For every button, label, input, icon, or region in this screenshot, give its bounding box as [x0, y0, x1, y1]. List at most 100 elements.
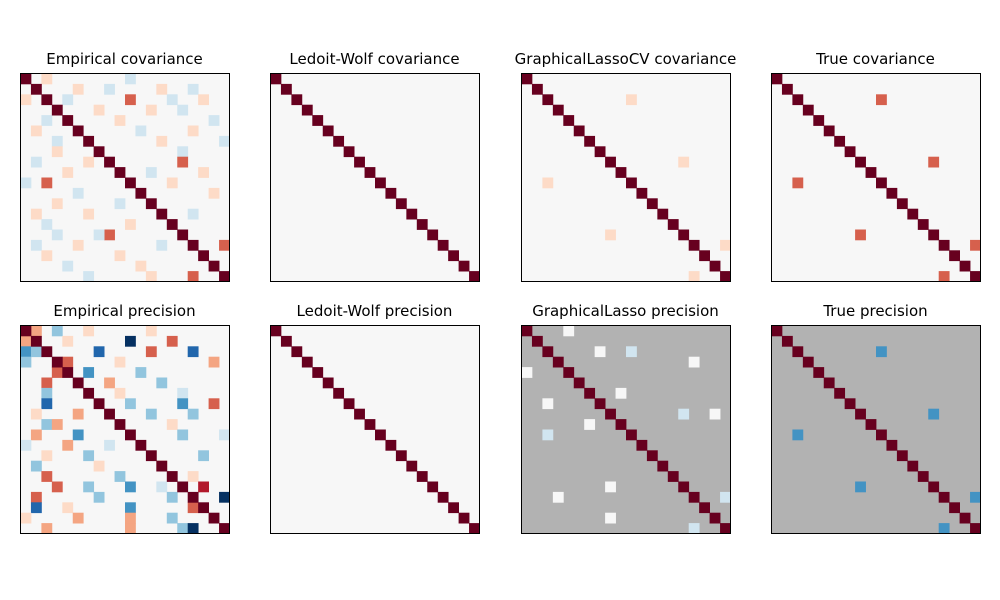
heatmap-diagonal-cell — [270, 73, 282, 85]
heatmap-cell — [41, 73, 53, 85]
heatmap-cell — [166, 177, 178, 189]
heatmap-diagonal-cell — [802, 104, 814, 116]
heatmap-cell — [792, 429, 804, 441]
heatmap-cell — [594, 346, 606, 358]
heatmap-cell — [114, 387, 126, 399]
heatmap-diagonal-cell — [364, 167, 376, 178]
heatmap-cell — [30, 239, 42, 251]
heatmap-diagonal-cell — [959, 260, 971, 272]
heatmap-diagonal-cell — [354, 156, 365, 168]
heatmap-cell — [72, 408, 84, 420]
heatmap-cell — [83, 367, 95, 378]
heatmap-diagonal-cell — [208, 260, 220, 272]
panel-title: True precision — [822, 302, 927, 320]
heatmap-cell — [156, 83, 168, 95]
heatmap-diagonal-cell — [792, 94, 804, 106]
heatmap-diagonal-cell — [104, 408, 115, 420]
heatmap-cell — [104, 83, 115, 95]
heatmap-cell — [187, 523, 199, 534]
heatmap-cell — [114, 198, 126, 210]
heatmap-diagonal-cell — [615, 167, 627, 178]
heatmap-cell — [928, 156, 940, 168]
heatmap-diagonal-cell — [563, 115, 575, 126]
axes-frame — [20, 73, 230, 282]
heatmap-diagonal-cell — [406, 208, 418, 220]
heatmap-diagonal-cell — [615, 419, 627, 430]
axes-frame — [270, 325, 480, 534]
heatmap-cell — [876, 346, 887, 358]
heatmap-diagonal-cell — [667, 219, 679, 230]
heatmap-cell — [187, 471, 199, 482]
heatmap-cell — [62, 260, 74, 272]
heatmap-cell — [709, 408, 721, 420]
heatmap-diagonal-cell — [657, 460, 669, 472]
heatmap-diagonal-cell — [30, 335, 42, 347]
heatmap-cell — [187, 208, 199, 220]
heatmap-cell — [605, 229, 616, 241]
heatmap-cell — [51, 481, 63, 493]
heatmap-diagonal-cell — [198, 502, 209, 514]
heatmap-diagonal-cell — [657, 208, 669, 220]
heatmap-cells — [771, 73, 981, 282]
heatmap-diagonal-cell — [416, 471, 428, 482]
heatmap-cell — [72, 512, 84, 524]
heatmap-cell — [720, 239, 731, 251]
panel-empirical-covariance: Empirical covariance — [20, 50, 230, 282]
axes-frame — [521, 325, 731, 534]
panel-ledoit-wolf-precision: Ledoit-Wolf precision — [270, 302, 480, 534]
panel-title: Empirical covariance — [46, 50, 203, 68]
heatmap-cell — [93, 460, 105, 472]
heatmap-cell — [938, 271, 950, 282]
heatmap-diagonal-cell — [584, 135, 596, 147]
heatmap-cell — [93, 491, 105, 503]
heatmap-diagonal-cell — [280, 83, 292, 95]
heatmap-diagonal-cell — [781, 335, 793, 347]
heatmap-diagonal-cell — [135, 187, 147, 199]
heatmap-diagonal-cell — [823, 125, 835, 137]
heatmap-cell — [125, 523, 136, 534]
heatmap-diagonal-cell — [301, 356, 313, 368]
heatmap-cell — [208, 187, 220, 199]
heatmap-cell — [41, 398, 53, 410]
heatmap-diagonal-cell — [584, 387, 596, 399]
heatmap-cell — [72, 239, 84, 251]
heatmap-cell — [20, 335, 32, 347]
panel-graphicallasso-precision: GraphicalLasso precision — [521, 302, 731, 534]
heatmap-diagonal-cell — [594, 398, 606, 410]
heatmap-cell — [125, 94, 136, 106]
heatmap-diagonal-cell — [928, 481, 940, 493]
heatmap-diagonal-cell — [145, 450, 157, 462]
heatmap-cell — [166, 491, 178, 503]
heatmap-diagonal-cell — [322, 125, 334, 137]
heatmap-diagonal-cell — [886, 439, 898, 451]
heatmap-diagonal-cell — [802, 356, 814, 368]
heatmap-diagonal-cell — [709, 260, 721, 272]
heatmap-cell — [41, 471, 53, 482]
heatmap-diagonal-cell — [720, 271, 731, 282]
heatmap-diagonal-cell — [72, 377, 84, 389]
heatmap-diagonal-cell — [62, 115, 74, 126]
heatmap-cell — [177, 387, 189, 399]
heatmap-diagonal-cell — [219, 271, 230, 282]
heatmap-cell — [198, 450, 209, 462]
heatmap-diagonal-cell — [395, 198, 407, 210]
heatmap-diagonal-cell — [41, 94, 53, 106]
heatmap-cell — [20, 356, 32, 368]
heatmap-diagonal-cell — [970, 523, 981, 534]
heatmap-cell — [125, 73, 136, 85]
heatmap-cell — [114, 356, 126, 368]
heatmap-diagonal-cell — [375, 177, 386, 189]
heatmap-diagonal-cell — [876, 429, 887, 441]
heatmap-diagonal-cell — [291, 346, 303, 358]
heatmap-cell — [177, 398, 189, 410]
heatmap-diagonal-cell — [970, 271, 981, 282]
heatmap-cell — [41, 419, 53, 430]
heatmap-cell — [51, 198, 63, 210]
heatmap-diagonal-cell — [646, 450, 658, 462]
heatmap-cell — [156, 135, 168, 147]
heatmap-cell — [41, 115, 53, 126]
heatmap-diagonal-cell — [542, 94, 554, 106]
heatmap-diagonal-cell — [83, 135, 95, 147]
panel-true-precision: True precision — [771, 302, 981, 534]
heatmap-cell — [62, 335, 74, 347]
